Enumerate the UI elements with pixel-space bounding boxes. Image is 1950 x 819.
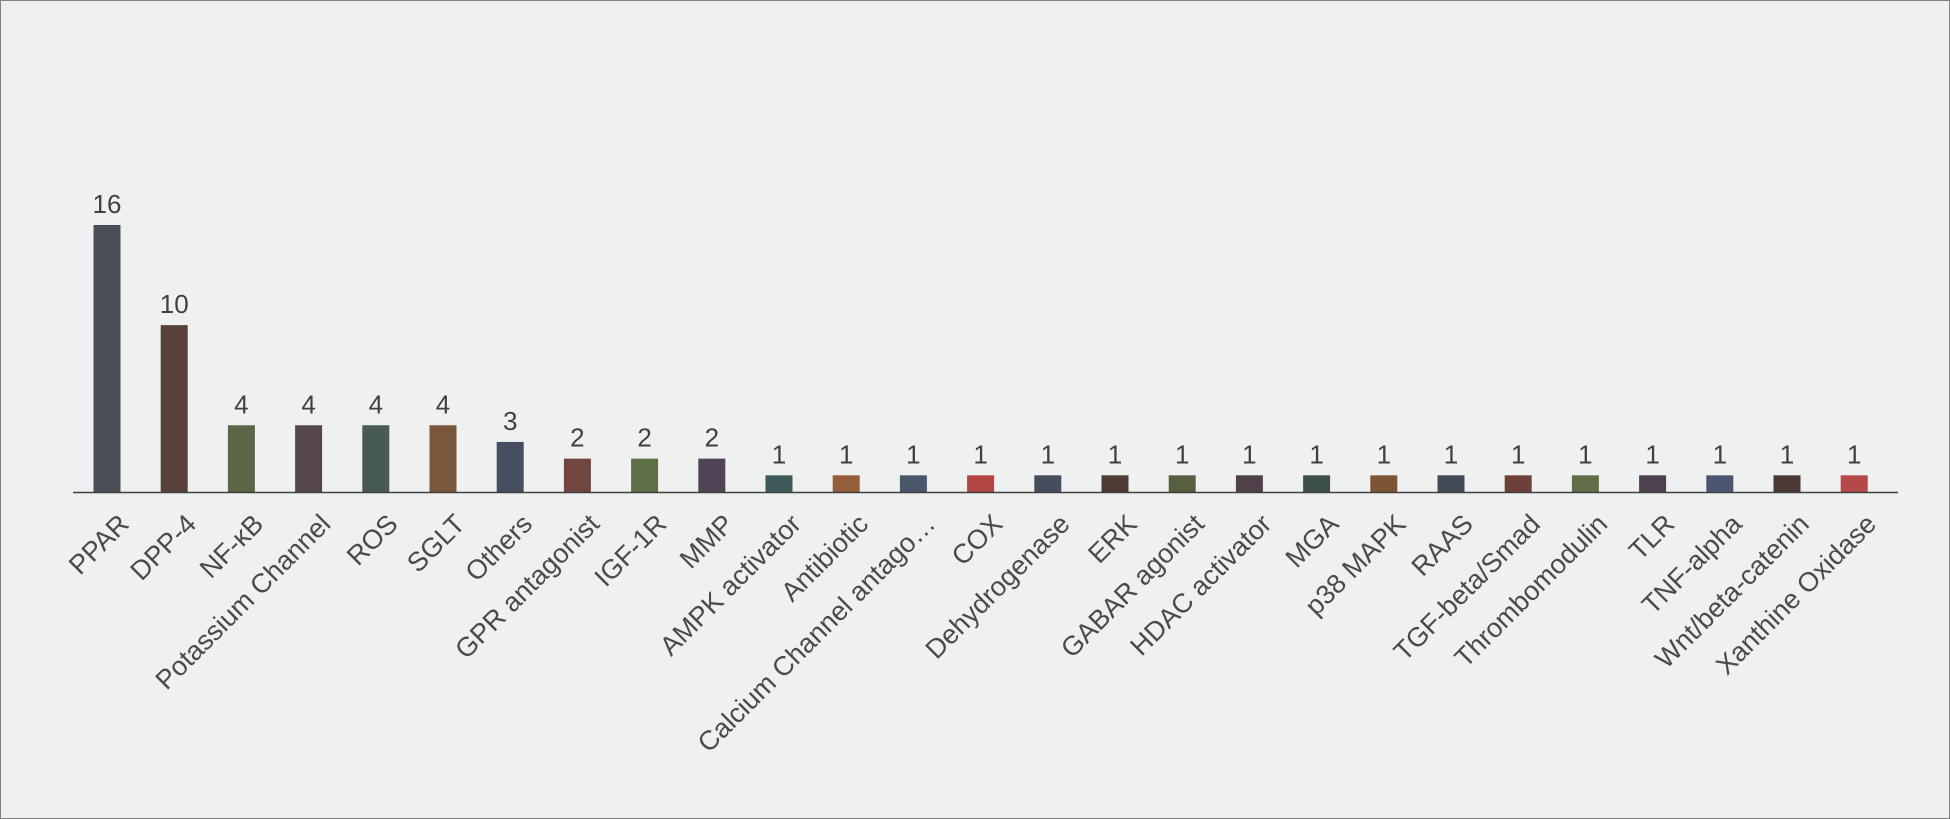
bars-group xyxy=(93,225,1868,492)
bar xyxy=(295,425,323,492)
bar-value-label: 1 xyxy=(1713,439,1727,469)
bar xyxy=(1504,475,1532,492)
bar xyxy=(698,458,726,492)
bar xyxy=(429,425,457,492)
bar xyxy=(1235,475,1263,492)
bar xyxy=(1840,475,1868,492)
bar xyxy=(765,475,793,492)
bar-value-label: 1 xyxy=(906,439,920,469)
bar xyxy=(496,441,524,492)
bar-value-label: 1 xyxy=(839,439,853,469)
bar-value-label: 3 xyxy=(503,406,517,436)
bar-value-label: 1 xyxy=(1242,439,1256,469)
bar xyxy=(93,225,121,492)
bar-value-label: 4 xyxy=(436,389,450,419)
bar xyxy=(1437,475,1465,492)
bar-value-label: 4 xyxy=(369,389,383,419)
bar xyxy=(1773,475,1801,492)
bar-value-label: 4 xyxy=(301,389,315,419)
bar-value-label: 4 xyxy=(234,389,248,419)
bar-value-label: 1 xyxy=(1847,439,1861,469)
bar xyxy=(1034,475,1062,492)
bar xyxy=(1571,475,1599,492)
bar-value-label: 1 xyxy=(1444,439,1458,469)
bar-value-label: 1 xyxy=(772,439,786,469)
x-tick-label: TLR xyxy=(1623,509,1680,566)
bar xyxy=(967,475,995,492)
bar-value-label: 1 xyxy=(1041,439,1055,469)
bar xyxy=(1370,475,1398,492)
bar xyxy=(160,325,188,492)
bar-value-label: 1 xyxy=(1645,439,1659,469)
bar-value-label: 2 xyxy=(570,423,584,453)
bar-value-label: 1 xyxy=(1511,439,1525,469)
bar-value-label: 1 xyxy=(1108,439,1122,469)
x-tick-label: ERK xyxy=(1082,509,1142,569)
bar-value-label: 2 xyxy=(637,423,651,453)
bar-value-label: 1 xyxy=(1377,439,1391,469)
bar-value-label: 1 xyxy=(1309,439,1323,469)
bar-value-label: 1 xyxy=(1780,439,1794,469)
bar xyxy=(1706,475,1734,492)
bar xyxy=(362,425,390,492)
bar-value-label: 1 xyxy=(1175,439,1189,469)
x-tick-label: PPAR xyxy=(63,509,135,581)
bar xyxy=(1101,475,1129,492)
x-tick-label: ROS xyxy=(341,509,404,572)
bar-value-label: 1 xyxy=(973,439,987,469)
bar xyxy=(563,458,591,492)
bar xyxy=(631,458,659,492)
bar xyxy=(1168,475,1196,492)
bar xyxy=(227,425,255,492)
bar-value-label: 10 xyxy=(160,289,189,319)
bar-value-label: 1 xyxy=(1578,439,1592,469)
bar xyxy=(832,475,860,492)
value-labels-group: 16 10 4 4 4 4 3 2 2 2 1 1 1 1 1 1 1 1 1 1 1 1 1 1 1 1 1 xyxy=(93,189,1862,469)
bar xyxy=(1639,475,1667,492)
x-tick-label: IGF-1R xyxy=(589,509,673,593)
bar xyxy=(899,475,927,492)
bar xyxy=(1303,475,1331,492)
bar-value-label: 16 xyxy=(93,189,122,219)
x-tick-label: DPP-4 xyxy=(125,509,202,586)
bar-value-label: 2 xyxy=(705,423,719,453)
x-tick-label: COX xyxy=(946,509,1009,572)
